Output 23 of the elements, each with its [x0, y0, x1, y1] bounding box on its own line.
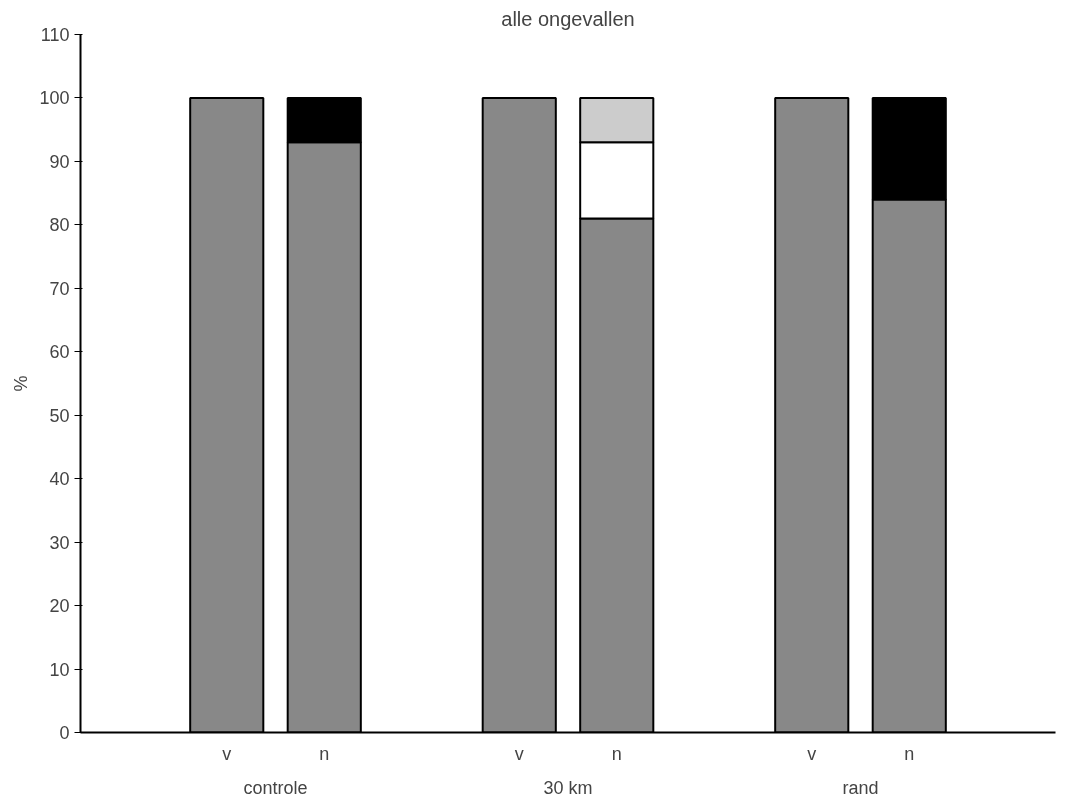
- y-tick-label: 50: [49, 405, 70, 426]
- text: 30 km: [543, 777, 593, 798]
- chart-title: alle ongevallen: [501, 7, 635, 30]
- x-tick-label: n: [319, 743, 330, 764]
- y-tick-label: 20: [49, 596, 70, 617]
- y-tick-label: 110: [40, 25, 70, 45]
- x-tick-label: v: [222, 743, 232, 764]
- y-tick-label: 70: [49, 278, 70, 299]
- text: rand: [842, 777, 879, 798]
- y-axis-title: %: [11, 375, 32, 392]
- x-tick-label: n: [904, 743, 915, 764]
- y-tick-label: 10: [49, 659, 70, 680]
- y-tick-label: 90: [49, 151, 70, 172]
- x-tick-label: v: [514, 743, 524, 764]
- y-tick-label: 60: [49, 342, 70, 363]
- x-tick-label: v: [807, 743, 817, 764]
- y-tick-label: 80: [49, 215, 70, 236]
- y-tick-label: 0: [59, 723, 70, 743]
- y-tick-label: 100: [39, 88, 70, 109]
- y-tick-label: 40: [49, 469, 70, 490]
- y-tick-label: 30: [49, 532, 70, 553]
- text: controle: [243, 777, 308, 798]
- x-tick-label: n: [611, 743, 622, 764]
